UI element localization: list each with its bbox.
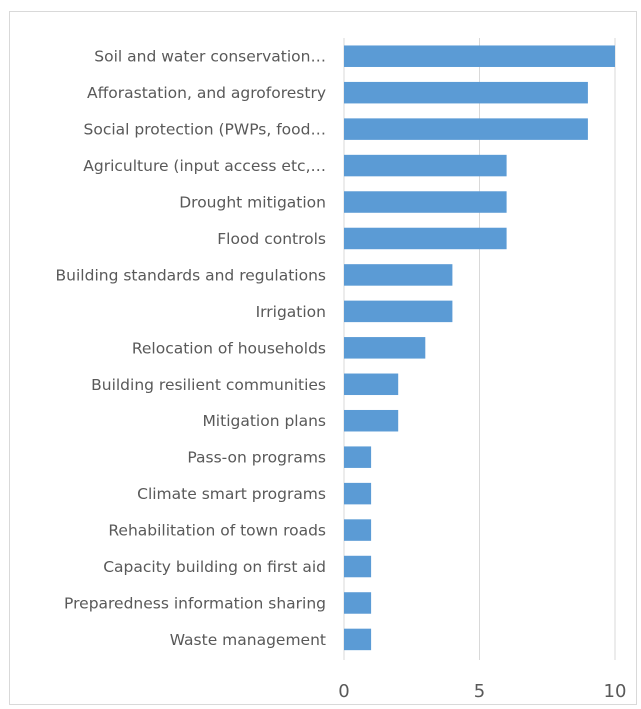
bar xyxy=(344,555,372,578)
category-label: Mitigation plans xyxy=(202,412,326,430)
category-label: Drought mitigation xyxy=(179,194,326,212)
x-tick-label-10: 10 xyxy=(604,681,627,702)
category-label: Agriculture (input access etc,… xyxy=(83,157,326,175)
category-label: Social protection (PWPs, food… xyxy=(84,121,326,139)
bars xyxy=(344,45,615,651)
bar xyxy=(344,446,372,468)
bar xyxy=(344,118,588,140)
bar xyxy=(344,300,453,323)
x-tick-label-5: 5 xyxy=(474,681,485,702)
bar xyxy=(344,227,507,250)
category-label: Capacity building on first aid xyxy=(103,558,326,576)
category-label: Irrigation xyxy=(256,303,326,321)
category-label: Waste management xyxy=(170,631,326,649)
bar xyxy=(344,191,507,213)
x-axis-tick-labels: 0 5 10 xyxy=(338,681,626,702)
bar xyxy=(344,482,372,505)
category-label: Afforastation, and agroforestry xyxy=(87,84,326,102)
category-label: Preparedness information sharing xyxy=(64,594,326,612)
bar xyxy=(344,373,399,396)
bar xyxy=(344,264,453,286)
bar xyxy=(344,81,588,104)
category-label: Building standards and regulations xyxy=(56,266,326,284)
bar xyxy=(344,592,372,614)
category-label: Climate smart programs xyxy=(137,485,326,503)
bar xyxy=(344,154,507,177)
category-label: Flood controls xyxy=(217,230,326,248)
bar xyxy=(344,409,399,432)
bar xyxy=(344,519,372,541)
category-label: Rehabilitation of town roads xyxy=(108,522,326,540)
category-label: Relocation of households xyxy=(132,339,326,357)
bar xyxy=(344,628,372,651)
category-label: Building resilient communities xyxy=(91,376,326,394)
category-labels: Soil and water conservation… Afforastatio… xyxy=(56,48,326,649)
category-label: Pass-on programs xyxy=(187,449,326,467)
category-label: Soil and water conservation… xyxy=(94,48,326,66)
bar xyxy=(344,337,426,359)
bar xyxy=(344,45,615,67)
x-tick-label-0: 0 xyxy=(338,681,349,702)
